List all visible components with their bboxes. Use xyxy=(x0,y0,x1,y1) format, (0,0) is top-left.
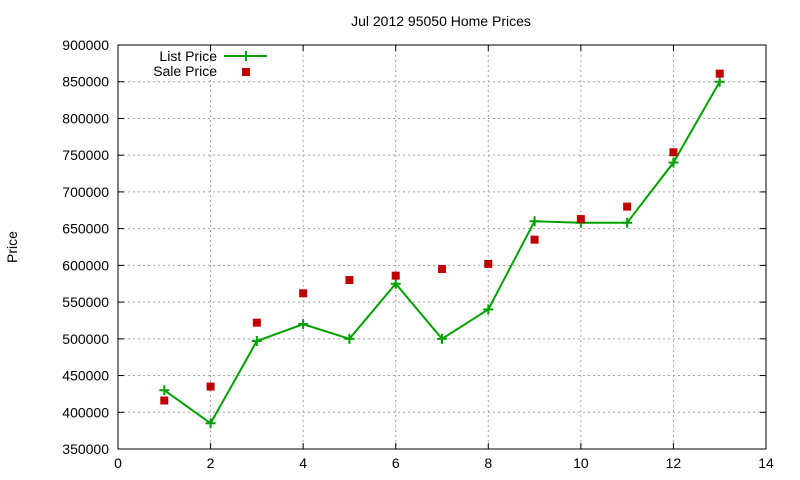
point-sale-price xyxy=(391,271,400,280)
y-tick-label: 750000 xyxy=(62,147,109,163)
y-tick-label: 600000 xyxy=(62,257,109,273)
y-tick-label: 850000 xyxy=(62,74,109,90)
point-sale-price xyxy=(484,259,493,268)
y-tick-label: 400000 xyxy=(62,404,109,420)
point-list-price xyxy=(529,216,540,227)
legend-label-list-price: List Price xyxy=(159,48,217,64)
point-sale-price xyxy=(715,69,724,78)
point-sale-price xyxy=(669,148,678,157)
x-tick-label: 8 xyxy=(484,455,492,471)
legend: List Price Sale Price xyxy=(153,48,267,79)
x-tick-label: 14 xyxy=(758,455,774,471)
point-sale-price xyxy=(252,318,261,327)
point-sale-price xyxy=(206,382,215,391)
y-tick-label: 700000 xyxy=(62,184,109,200)
y-tick-label: 900000 xyxy=(62,37,109,53)
y-tick-label: 500000 xyxy=(62,331,109,347)
x-tick-label: 4 xyxy=(299,455,307,471)
point-sale-price xyxy=(576,215,585,224)
point-list-price xyxy=(668,157,679,168)
x-tick-label: 6 xyxy=(392,455,400,471)
point-list-price xyxy=(622,217,633,228)
legend-marker-list-price xyxy=(241,51,251,61)
point-list-price xyxy=(390,278,401,289)
point-list-price xyxy=(159,385,170,396)
legend-marker-sale-price xyxy=(242,68,250,76)
chart-title: Jul 2012 95050 Home Prices xyxy=(351,13,531,29)
y-tick-label: 550000 xyxy=(62,294,109,310)
point-sale-price xyxy=(160,396,169,405)
point-list-price xyxy=(714,76,725,87)
y-tick-label: 350000 xyxy=(62,441,109,457)
series-layer xyxy=(159,69,725,429)
y-tick-label: 450000 xyxy=(62,368,109,384)
point-list-price xyxy=(251,336,262,347)
point-sale-price xyxy=(345,276,354,285)
x-tick-label: 10 xyxy=(573,455,589,471)
grid-lines xyxy=(118,45,766,449)
plot-frame xyxy=(117,44,767,450)
axis-ticks: 0 2 4 6 8 10 12 14 350000 400000 450000 500000 55000… xyxy=(62,37,774,471)
point-list-price xyxy=(344,333,355,344)
x-tick-label: 0 xyxy=(114,455,122,471)
point-list-price xyxy=(437,333,447,344)
series-line-list-price xyxy=(163,81,721,425)
legend-label-sale-price: Sale Price xyxy=(153,63,217,79)
point-sale-price xyxy=(299,289,308,298)
point-list-price xyxy=(205,418,216,429)
point-sale-price xyxy=(623,202,632,211)
y-tick-label: 800000 xyxy=(62,110,109,126)
point-sale-price xyxy=(530,235,539,244)
y-tick-label: 650000 xyxy=(62,221,109,237)
x-tick-label: 2 xyxy=(207,455,215,471)
point-sale-price xyxy=(438,265,446,274)
point-list-price xyxy=(483,304,494,315)
point-list-price xyxy=(298,319,309,330)
y-axis-label: Price xyxy=(4,231,20,263)
x-tick-label: 12 xyxy=(666,455,682,471)
